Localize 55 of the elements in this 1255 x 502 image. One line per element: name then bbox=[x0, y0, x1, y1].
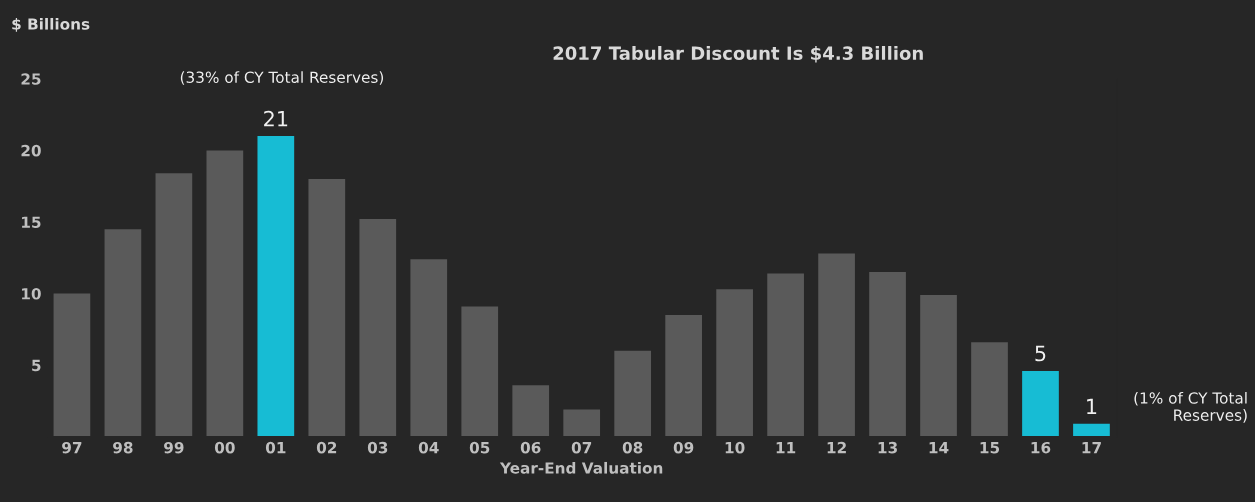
bar bbox=[359, 219, 397, 437]
y-axis-title: $ Billions bbox=[12, 17, 90, 32]
x-tick-label: 99 bbox=[164, 441, 184, 454]
bar bbox=[971, 342, 1008, 437]
bar bbox=[257, 136, 295, 437]
y-tick-label: 5 bbox=[32, 359, 41, 372]
x-tick-label: 11 bbox=[776, 442, 796, 454]
annotation: (1% of CY Total Reserves) bbox=[1134, 391, 1247, 423]
bar bbox=[563, 409, 601, 437]
x-tick-label: 13 bbox=[878, 441, 897, 454]
bar bbox=[614, 350, 652, 437]
bar bbox=[920, 295, 957, 437]
bar bbox=[665, 315, 702, 437]
data-label: 1 bbox=[1087, 398, 1097, 414]
y-tick-label: 25 bbox=[21, 73, 41, 85]
data-label: 21 bbox=[264, 110, 288, 127]
x-tick-label: 15 bbox=[980, 442, 1000, 454]
bar bbox=[410, 259, 448, 437]
bar bbox=[869, 272, 906, 437]
x-tick-label: 97 bbox=[62, 441, 82, 454]
bar bbox=[155, 173, 193, 437]
x-tick-label: 12 bbox=[827, 441, 846, 454]
x-tick-label: 14 bbox=[929, 442, 949, 454]
annotation: (33% of CY Total Reserves) bbox=[180, 71, 384, 85]
x-tick-label: 03 bbox=[367, 441, 388, 454]
x-tick-label: 04 bbox=[418, 441, 439, 454]
bar bbox=[1022, 370, 1059, 437]
x-tick-label: 01 bbox=[265, 441, 286, 454]
bar bbox=[1073, 423, 1110, 437]
y-tick-label: 10 bbox=[22, 288, 41, 300]
bar bbox=[818, 253, 855, 437]
bar bbox=[53, 293, 91, 437]
x-tick-label: 16 bbox=[1031, 441, 1051, 454]
x-tick-label: 00 bbox=[214, 441, 235, 454]
chart-title: 2017 Tabular Discount Is $4.3 Billion bbox=[553, 46, 923, 63]
x-tick-label: 10 bbox=[725, 441, 745, 454]
data-label: 5 bbox=[1035, 345, 1046, 362]
x-tick-label: 07 bbox=[571, 441, 592, 454]
x-tick-label: 17 bbox=[1082, 442, 1101, 454]
bar bbox=[716, 289, 753, 437]
bar bbox=[104, 229, 142, 437]
x-tick-label: 02 bbox=[316, 441, 337, 454]
x-tick-label: 08 bbox=[622, 441, 643, 454]
x-tick-label: 05 bbox=[469, 441, 490, 454]
x-tick-label: 06 bbox=[520, 441, 541, 454]
bar bbox=[308, 179, 346, 437]
x-axis-title: Year-End Valuation bbox=[499, 461, 663, 474]
bar bbox=[512, 385, 550, 437]
y-tick-label: 15 bbox=[22, 216, 41, 229]
y-tick-label: 20 bbox=[21, 144, 41, 157]
bar bbox=[206, 150, 244, 437]
bar bbox=[767, 273, 804, 437]
bar bbox=[461, 306, 499, 437]
x-tick-label: 98 bbox=[113, 441, 133, 454]
x-tick-label: 09 bbox=[673, 441, 694, 454]
